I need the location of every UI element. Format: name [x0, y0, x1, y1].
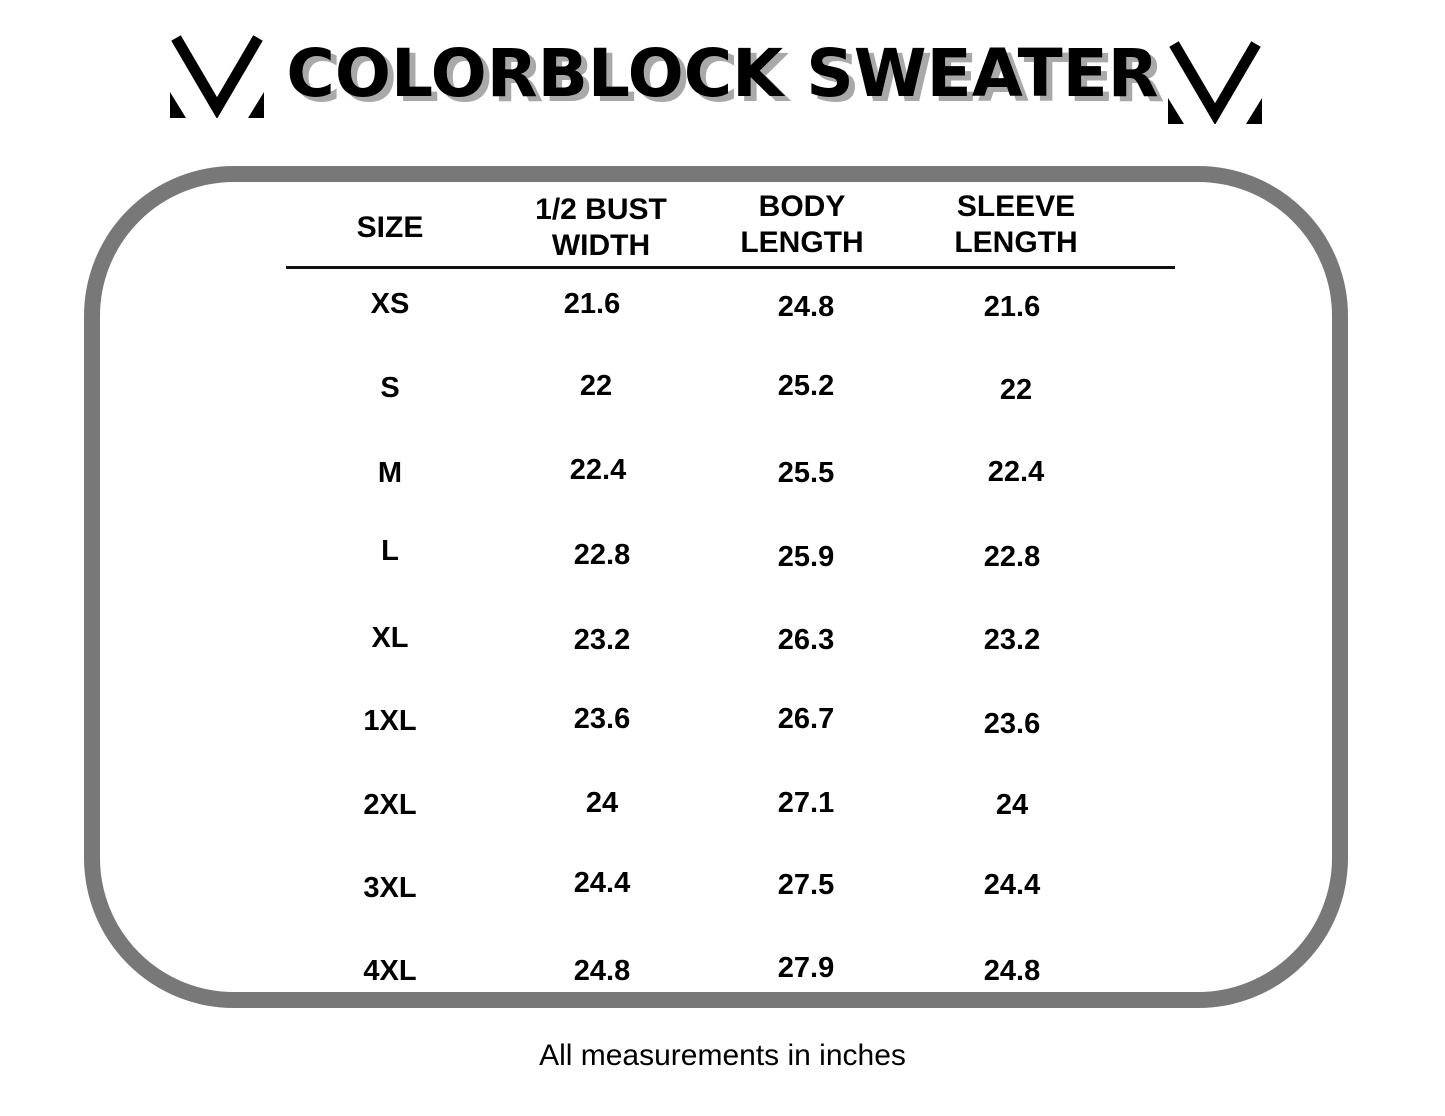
cell-body: 26.3: [777, 624, 835, 656]
header: COLORBLOCK SWEATER: [0, 20, 1445, 130]
header-sleeve-line1: SLEEVE: [956, 190, 1076, 223]
cell-size: M: [377, 457, 403, 489]
cell-bust: 24.8: [573, 955, 631, 987]
cell-size: L: [381, 535, 399, 567]
cell-sleeve: 22.4: [987, 456, 1045, 488]
cell-body: 27.1: [777, 787, 835, 819]
header-sleeve-line2: LENGTH: [954, 226, 1078, 259]
header-sleeve: SLEEVE LENGTH: [916, 189, 1116, 261]
cell-body: 25.5: [777, 457, 835, 489]
header-size: SIZE: [310, 210, 470, 246]
cell-bust: 24.4: [573, 867, 631, 899]
cell-body: 26.7: [777, 703, 835, 735]
logo-left-icon: [170, 35, 264, 118]
cell-body: 25.2: [777, 370, 835, 402]
cell-size: 2XL: [363, 789, 417, 821]
size-chart-frame: [84, 166, 1348, 1008]
cell-size: 1XL: [363, 705, 417, 737]
cell-sleeve: 21.6: [983, 291, 1041, 323]
header-bust-line1: 1/2 BUST: [535, 193, 667, 226]
header-body-line2: LENGTH: [740, 226, 864, 259]
cell-sleeve: 24: [995, 789, 1029, 821]
cell-size: XS: [370, 288, 410, 320]
header-divider: [286, 266, 1175, 269]
page-title: COLORBLOCK SWEATER: [286, 35, 1159, 112]
cell-sleeve: 22.8: [983, 541, 1041, 573]
cell-size: 3XL: [363, 872, 417, 904]
cell-size: S: [380, 372, 400, 404]
cell-bust: 24: [585, 787, 619, 819]
cell-sleeve: 23.2: [983, 624, 1041, 656]
cell-sleeve: 23.6: [983, 708, 1041, 740]
header-size-line1: SIZE: [356, 211, 424, 244]
cell-sleeve: 24.8: [983, 955, 1041, 987]
logo-right-icon: [1168, 41, 1262, 124]
cell-size: XL: [371, 622, 409, 654]
cell-bust: 22.8: [573, 539, 631, 571]
cell-bust: 23.6: [573, 703, 631, 735]
cell-sleeve: 22: [999, 374, 1033, 406]
cell-sleeve: 24.4: [983, 869, 1041, 901]
cell-bust: 22.4: [569, 454, 627, 486]
header-body: BODY LENGTH: [702, 189, 902, 261]
cell-body: 25.9: [777, 541, 835, 573]
cell-bust: 21.6: [563, 288, 621, 320]
cell-body: 24.8: [777, 291, 835, 323]
cell-bust: 23.2: [573, 624, 631, 656]
header-bust-line2: WIDTH: [551, 229, 651, 262]
header-bust: 1/2 BUST WIDTH: [501, 192, 701, 264]
cell-body: 27.9: [777, 952, 835, 984]
cell-size: 4XL: [363, 955, 417, 987]
header-body-line1: BODY: [758, 190, 846, 223]
cell-bust: 22: [579, 370, 613, 402]
measurement-note: All measurements in inches: [539, 1039, 906, 1072]
cell-body: 27.5: [777, 869, 835, 901]
